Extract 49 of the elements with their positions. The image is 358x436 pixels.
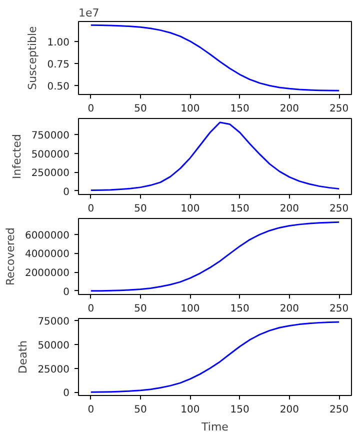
y-tick-label: 250000 xyxy=(31,168,70,180)
x-tick-label: 0 xyxy=(88,304,94,314)
x-tick-label: 100 xyxy=(180,104,200,114)
line-series xyxy=(90,321,340,393)
x-tick-label: 200 xyxy=(280,204,300,214)
x-tick-label: 250 xyxy=(330,304,349,314)
y-tick-label: 0 xyxy=(63,186,70,198)
y-tick-label: 75000 xyxy=(38,316,70,328)
line-series xyxy=(90,24,340,92)
x-tick-label: 50 xyxy=(134,104,147,114)
x-tick-label: 250 xyxy=(330,204,349,214)
y-axis-title: Susceptible xyxy=(26,26,40,90)
x-tick-label: 200 xyxy=(280,104,300,114)
x-tick-label: 200 xyxy=(280,404,300,416)
x-tick-label: 150 xyxy=(230,404,250,416)
x-tick-label: 0 xyxy=(88,104,94,114)
y-tick-label: 0 xyxy=(63,286,70,298)
text: 1e7 xyxy=(78,6,100,20)
y-axis-title: Death xyxy=(16,340,30,374)
x-tick-label: 100 xyxy=(180,204,200,214)
x-axis-title: Time xyxy=(200,420,229,434)
x-tick-label: 0 xyxy=(88,204,94,214)
y-tick-label: 2000000 xyxy=(24,268,70,280)
x-tick-label: 100 xyxy=(180,304,200,314)
x-tick-label: 150 xyxy=(230,204,250,214)
line-series xyxy=(90,221,340,292)
line-series xyxy=(90,122,340,192)
x-tick-label: 250 xyxy=(330,404,349,416)
x-tick-label: 50 xyxy=(134,204,147,214)
x-tick-label: 50 xyxy=(134,304,147,314)
y-axis-title: Recovered xyxy=(4,227,17,286)
x-tick-label: 100 xyxy=(180,404,200,416)
y-tick-label: 0.50 xyxy=(47,82,70,93)
y-tick-label: 6000000 xyxy=(24,230,70,242)
y-tick-label: 0.75 xyxy=(47,59,70,70)
y-tick-label: 1.00 xyxy=(47,37,70,48)
x-tick-label: 150 xyxy=(230,104,250,114)
y-tick-label: 4000000 xyxy=(24,249,70,260)
y-tick-label: 0 xyxy=(63,388,70,400)
y-tick-label: 50000 xyxy=(38,340,70,352)
x-tick-label: 0 xyxy=(88,404,94,416)
y-tick-label: 500000 xyxy=(31,149,70,160)
x-tick-label: 50 xyxy=(134,404,147,416)
x-tick-label: 150 xyxy=(230,304,250,314)
y-tick-label: 25000 xyxy=(38,364,70,376)
x-tick-label: 200 xyxy=(280,304,300,314)
y-tick-label: 750000 xyxy=(31,130,70,142)
x-tick-label: 250 xyxy=(330,104,349,114)
y-axis-title: Infected xyxy=(10,134,24,179)
